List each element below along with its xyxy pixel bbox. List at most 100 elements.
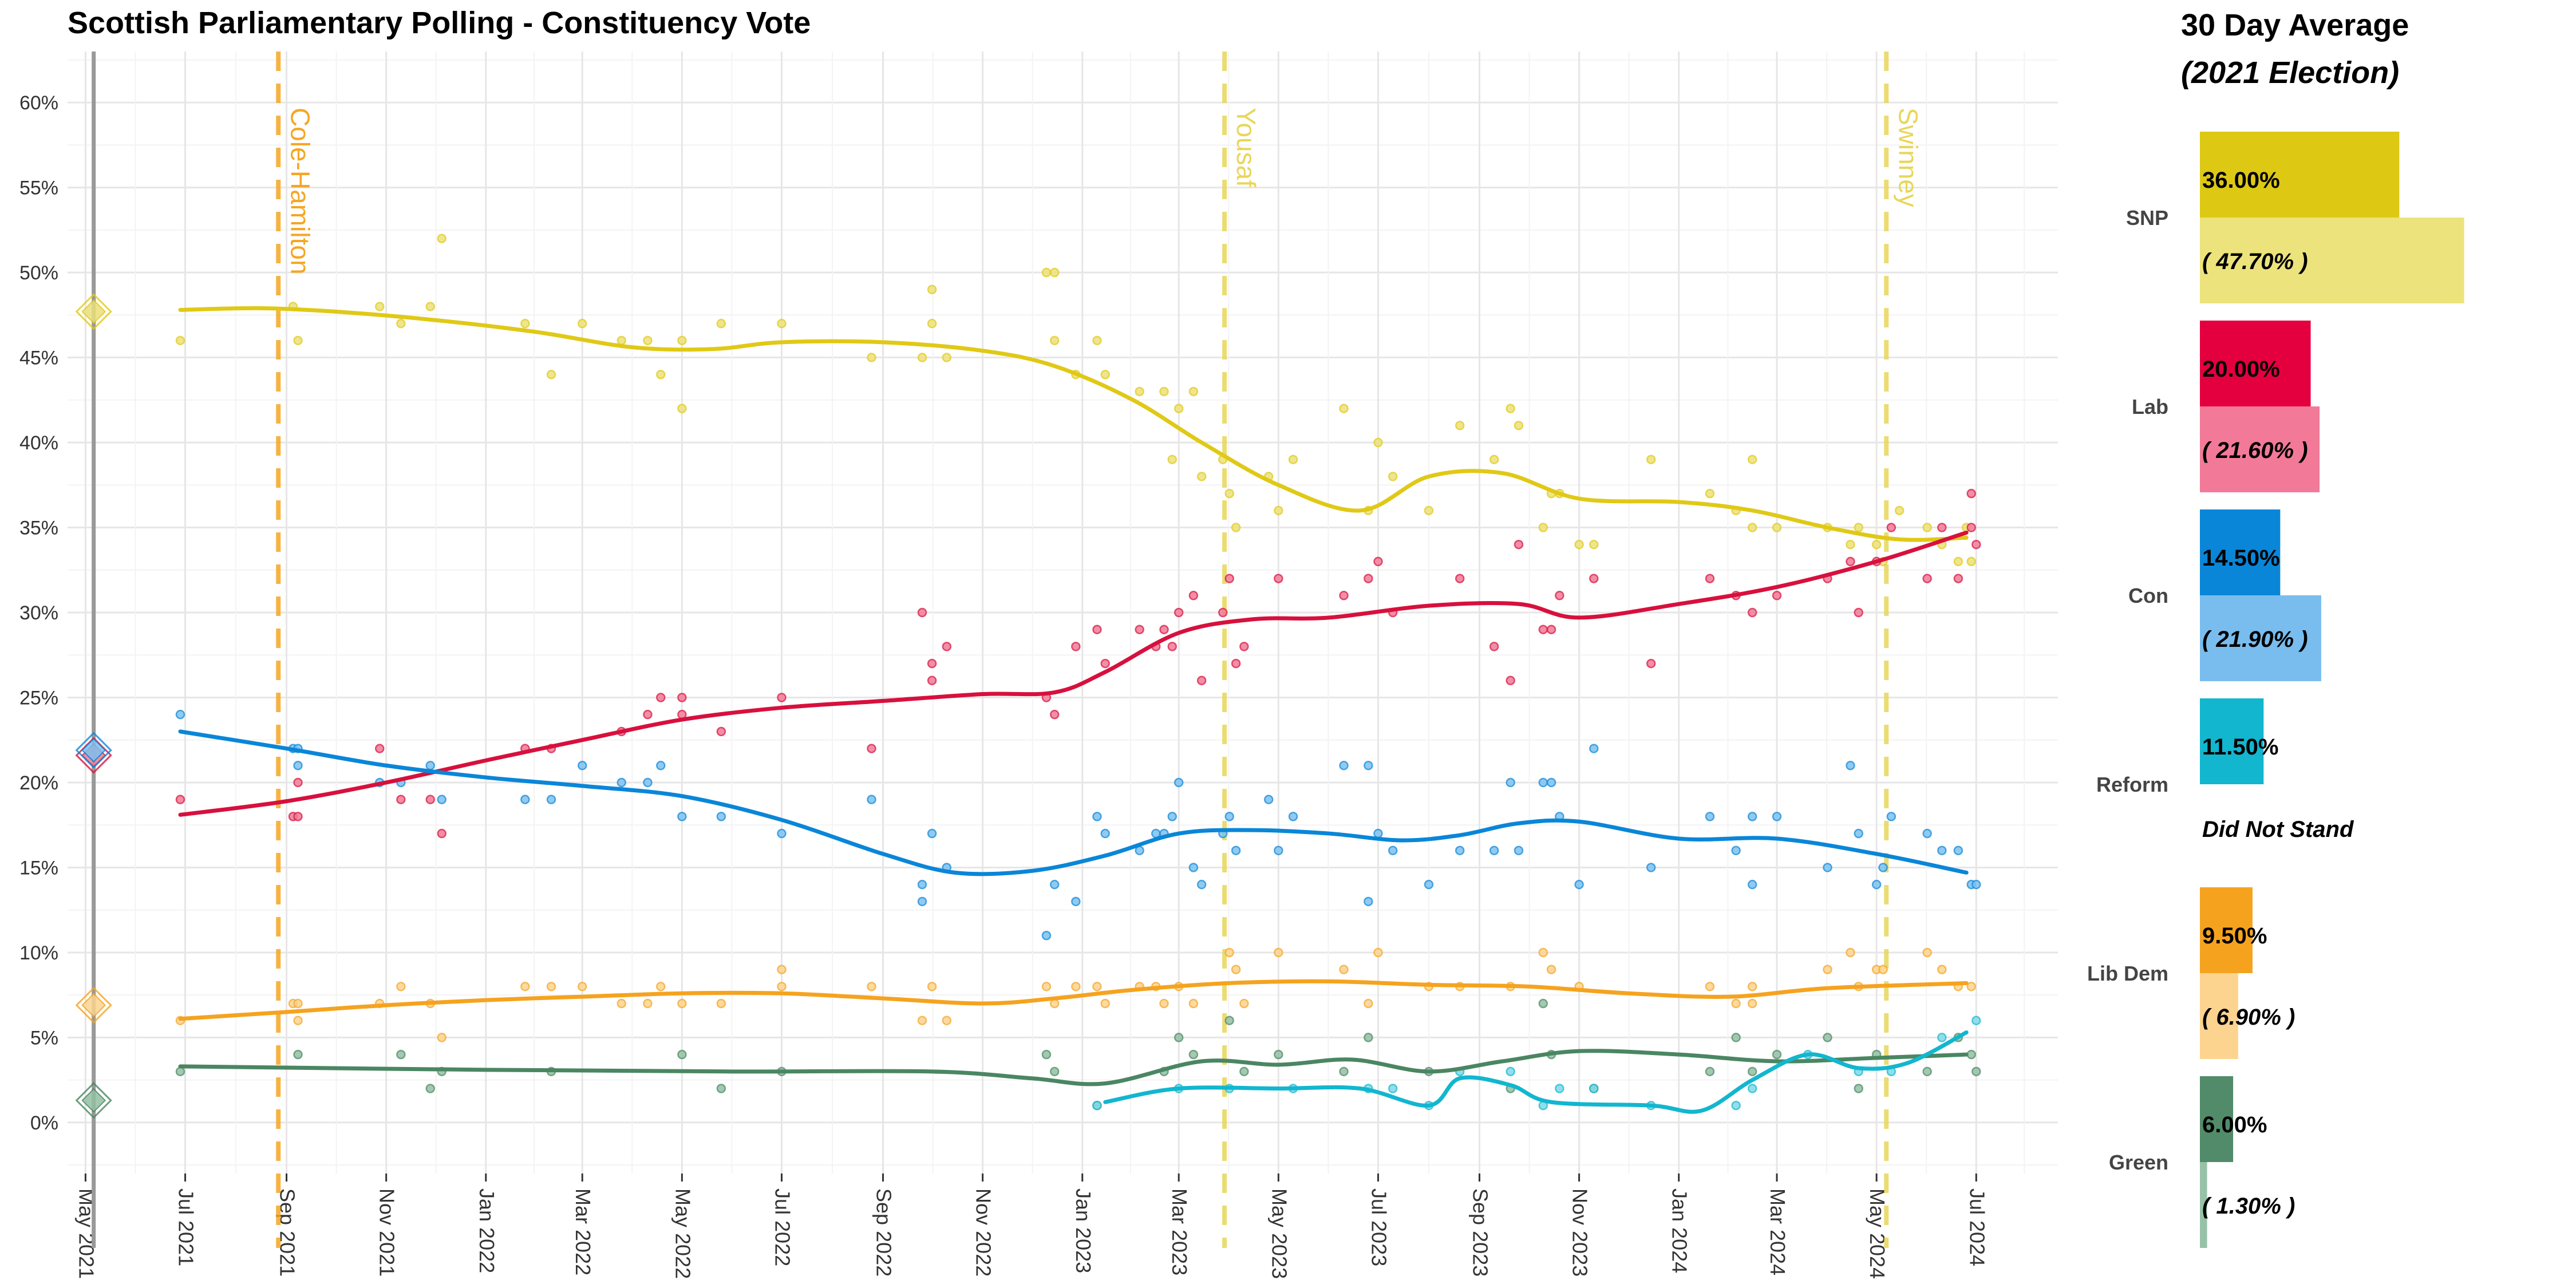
poll-point (1049, 267, 1060, 278)
y-tick-label: 20% (19, 772, 58, 794)
bar-current-label: 20.00% (2202, 357, 2280, 382)
poll-point (1339, 1066, 1349, 1077)
poll-point (1514, 846, 1524, 856)
poll-point (1871, 539, 1882, 550)
poll-point (1100, 369, 1110, 380)
poll-point (867, 795, 876, 804)
poll-points (175, 234, 1981, 1111)
bar-2021-label: ( 6.90% ) (2202, 1005, 2295, 1030)
poll-point (1747, 455, 1757, 464)
poll-point (1538, 777, 1548, 788)
poll-point (1188, 863, 1199, 872)
event-label: Yousaf (1231, 108, 1261, 187)
poll-point (1274, 574, 1283, 583)
y-axis-ticks: 0% 5% 10% 15% 20% 25% 30% 35% 40% 45% 50% 55% 60% (19, 92, 58, 1134)
poll-point (1092, 625, 1102, 634)
poll-point (374, 744, 385, 753)
poll-point (1489, 846, 1499, 856)
poll-point (1971, 1016, 1981, 1025)
poll-point (1049, 998, 1060, 1009)
poll-point (520, 982, 530, 991)
poll-point (1049, 709, 1060, 720)
election-marker (81, 993, 106, 1018)
poll-point (546, 795, 556, 804)
poll-point (1151, 828, 1161, 839)
poll-point (425, 795, 435, 804)
poll-point (677, 693, 687, 702)
poll-point (1854, 523, 1863, 532)
poll-point (1364, 761, 1373, 771)
poll-point (1174, 607, 1184, 618)
bar-current (2200, 132, 2400, 218)
poll-point (1731, 1033, 1741, 1042)
poll-point (677, 404, 687, 413)
poll-point (1937, 846, 1947, 856)
poll-point (1878, 965, 1888, 974)
poll-point (1966, 1049, 1976, 1060)
poll-point (1731, 1100, 1741, 1111)
poll-point (716, 318, 726, 329)
bar-2021-label: ( 47.70% ) (2202, 249, 2308, 274)
poll-point (577, 982, 587, 991)
poll-point (1846, 761, 1855, 771)
poll-point (1871, 879, 1882, 890)
poll-point (1823, 863, 1832, 872)
y-tick-label: 60% (19, 92, 58, 114)
poll-point (1092, 982, 1102, 991)
poll-point (437, 234, 447, 243)
poll-point (1364, 896, 1373, 907)
poll-point (1546, 965, 1556, 974)
poll-point (175, 1066, 185, 1077)
poll-point (655, 369, 666, 380)
poll-point (777, 965, 787, 974)
poll-point (425, 761, 435, 771)
trend-line (1103, 1030, 1969, 1114)
poll-point (1159, 998, 1169, 1009)
poll-point (1854, 607, 1863, 618)
poll-point (1747, 879, 1757, 890)
poll-point (777, 828, 787, 839)
poll-point (1135, 386, 1144, 397)
poll-point (1167, 812, 1178, 821)
poll-point (917, 607, 927, 618)
poll-point (1373, 437, 1383, 448)
poll-point (1966, 523, 1976, 532)
poll-point (1937, 523, 1947, 532)
poll-point (1747, 607, 1757, 618)
poll-point (1953, 574, 1963, 583)
poll-point (1854, 1084, 1863, 1093)
poll-point (1239, 998, 1249, 1009)
poll-point (1646, 863, 1656, 872)
poll-point (1937, 965, 1947, 974)
poll-point (1455, 421, 1465, 430)
poll-point (1373, 828, 1383, 839)
y-tick-label: 25% (19, 687, 58, 709)
poll-point (1878, 863, 1888, 872)
y-tick-label: 10% (19, 942, 58, 964)
x-tick-label: Jan 2022 (475, 1188, 499, 1273)
bar-2021-label: ( 21.90% ) (2202, 627, 2308, 652)
x-tick-label: Jan 2024 (1668, 1188, 1692, 1273)
poll-point (1263, 795, 1274, 804)
poll-point (437, 1033, 447, 1042)
poll-point (1953, 556, 1963, 567)
poll-point (546, 982, 556, 991)
poll-point (927, 828, 937, 839)
poll-point (1071, 642, 1081, 651)
poll-point (1538, 625, 1548, 634)
bar-current-label: 9.50% (2202, 923, 2267, 949)
poll-point (1886, 812, 1897, 821)
poll-point (1159, 625, 1169, 634)
x-tick-label: May 2022 (671, 1188, 694, 1279)
poll-point (777, 318, 787, 329)
poll-point (1846, 539, 1855, 550)
poll-point (1339, 404, 1349, 413)
poll-point (1854, 828, 1863, 839)
poll-point (1224, 488, 1234, 499)
bar-2021 (2200, 595, 2321, 681)
poll-point (867, 353, 876, 362)
poll-point (643, 777, 653, 788)
poll-point (1239, 642, 1249, 651)
bar-current-label: 14.50% (2202, 546, 2280, 571)
poll-point (1041, 267, 1052, 278)
